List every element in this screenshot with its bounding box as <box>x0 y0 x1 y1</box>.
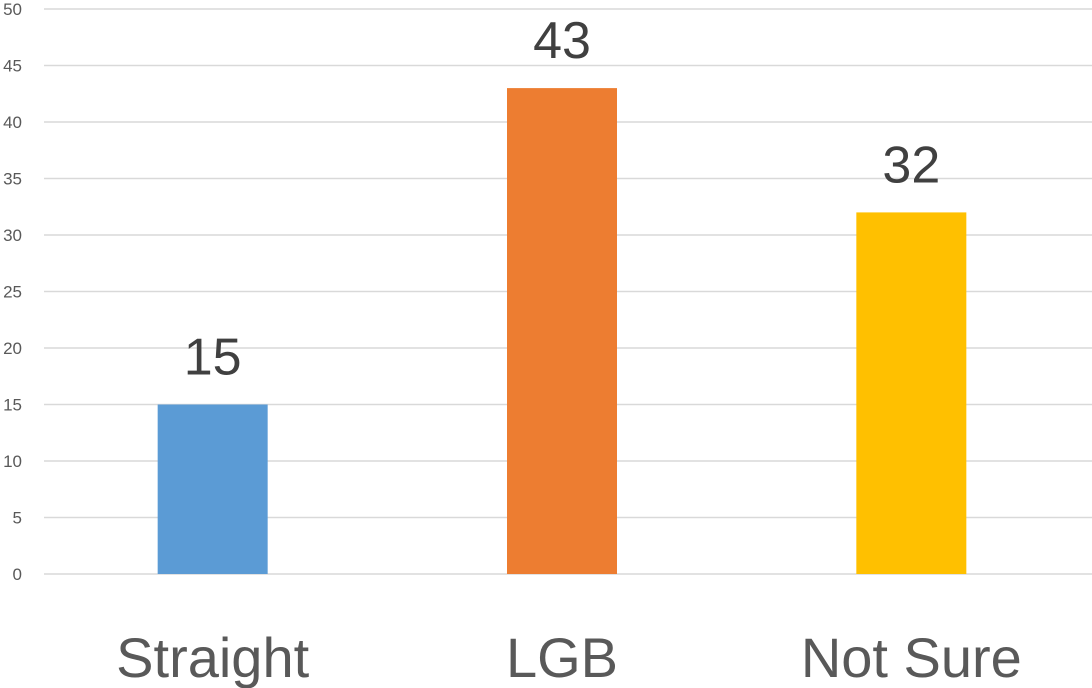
y-tick-label: 50 <box>3 0 22 19</box>
bar-lgb <box>507 88 617 574</box>
y-tick-label: 30 <box>3 226 22 245</box>
data-label: 15 <box>184 329 242 387</box>
y-axis: 0 5 10 15 20 25 30 35 40 45 50 <box>3 0 22 584</box>
y-tick-label: 20 <box>3 339 22 358</box>
data-label: 43 <box>533 12 591 70</box>
y-tick-label: 15 <box>3 396 22 415</box>
y-tick-label: 25 <box>3 283 22 302</box>
bar-not-sure <box>856 212 967 574</box>
y-tick-label: 0 <box>13 565 22 584</box>
x-tick-label: Straight <box>116 626 309 688</box>
bars <box>157 88 967 574</box>
x-tick-label: Not Sure <box>801 626 1022 688</box>
y-tick-label: 10 <box>3 452 22 471</box>
y-tick-label: 35 <box>3 170 22 189</box>
data-labels: 15 43 32 <box>184 12 941 386</box>
x-axis: Straight LGB Not Sure <box>116 626 1022 688</box>
bar-straight <box>157 404 268 574</box>
x-tick-label: LGB <box>506 626 618 688</box>
y-tick-label: 40 <box>3 113 22 132</box>
y-tick-label: 5 <box>13 509 22 528</box>
y-tick-label: 45 <box>3 57 22 76</box>
data-label: 32 <box>882 136 940 194</box>
